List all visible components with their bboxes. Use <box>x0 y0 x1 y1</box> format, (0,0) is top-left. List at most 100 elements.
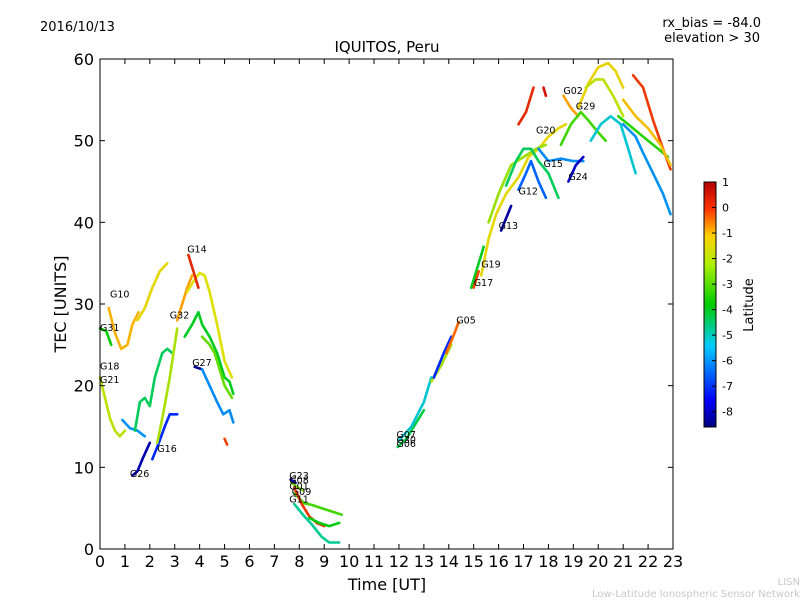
x-tick-label: 7 <box>269 552 279 571</box>
satellite-label-g06: G06 <box>397 439 416 450</box>
tec-trace-9 <box>175 274 194 322</box>
colorbar-tick-label: 1 <box>722 176 729 189</box>
y-tick-label: 60 <box>74 50 94 69</box>
satellite-label-g15: G15 <box>544 159 563 170</box>
colorbar-ticks: 1 0 -1 -2 -3 -4 -5 -6 -7 -8 <box>712 176 733 419</box>
tec-trace-5 <box>131 441 152 477</box>
tec-trace-16 <box>223 437 229 446</box>
x-tick-label: 21 <box>613 552 633 571</box>
tec-trace-29 <box>472 270 480 289</box>
satellite-label-g18: G18 <box>100 361 119 372</box>
colorbar <box>703 181 717 428</box>
x-tick-label: 15 <box>464 552 484 571</box>
tec-trace-30 <box>479 123 568 277</box>
tec-trace-28 <box>469 245 485 289</box>
data-marks <box>98 61 672 544</box>
y-axis-ticks: 0 10 20 30 40 50 60 <box>74 50 673 559</box>
plot-frame <box>99 58 674 550</box>
x-tick-label: 9 <box>319 552 329 571</box>
x-axis-ticks: 0 1 2 3 4 5 6 7 8 9 10 11 12 13 14 15 16 17 18 19 20 21 22 23 <box>95 59 683 571</box>
tec-trace-37 <box>517 86 535 126</box>
y-tick-label: 50 <box>74 132 94 151</box>
tec-trace-13 <box>200 335 234 400</box>
tec-trace-6 <box>151 413 179 461</box>
tec-trace-2 <box>98 327 113 347</box>
tec-trace-18 <box>293 492 343 516</box>
x-tick-label: 1 <box>120 552 130 571</box>
y-tick-label: 0 <box>84 540 94 559</box>
tec-trace-1 <box>136 261 169 322</box>
x-tick-label: 17 <box>513 552 533 571</box>
x-axis-label: Time [UT] <box>347 575 426 594</box>
x-tick-label: 14 <box>439 552 459 571</box>
x-tick-label: 8 <box>294 552 304 571</box>
rx-bias-label: rx_bias = -84.0 <box>662 16 761 31</box>
x-tick-label: 16 <box>488 552 508 571</box>
x-tick-label: 4 <box>195 552 205 571</box>
x-tick-label: 5 <box>219 552 229 571</box>
x-tick-label: 12 <box>389 552 409 571</box>
tec-trace-32 <box>499 204 513 232</box>
tec-trace-43 <box>589 114 637 175</box>
tec-trace-35 <box>537 147 585 163</box>
tec-trace-45 <box>621 123 672 216</box>
x-tick-label: 22 <box>638 552 658 571</box>
x-tick-label: 11 <box>364 552 384 571</box>
tec-trace-0 <box>107 306 140 351</box>
colorbar-tick-label: -6 <box>722 355 733 368</box>
satellite-label-g11: G11 <box>289 494 308 505</box>
satellite-label-g19: G19 <box>481 259 500 270</box>
tec-trace-34 <box>504 147 560 200</box>
footer-lisn: LISN <box>778 577 800 588</box>
x-tick-label: 0 <box>95 552 105 571</box>
colorbar-tick-label: 0 <box>722 202 729 215</box>
satellite-labels: G10G31G18G21G26G16G32G14G27G23G08G01G09G… <box>100 86 595 505</box>
satellite-label-g30: G30 <box>397 435 416 446</box>
tec-trace-33 <box>517 159 548 200</box>
satellite-label-g21: G21 <box>100 375 119 386</box>
y-tick-label: 20 <box>74 377 94 396</box>
satellite-label-g16: G16 <box>157 444 176 455</box>
satellite-label-g32: G32 <box>170 311 189 322</box>
x-tick-label: 2 <box>145 552 155 571</box>
x-tick-label: 6 <box>244 552 254 571</box>
satellite-label-g02: G02 <box>563 86 582 97</box>
tec-trace-44 <box>616 114 670 159</box>
satellite-label-g31: G31 <box>100 323 119 334</box>
satellite-label-g07: G07 <box>397 430 416 441</box>
colorbar-tick-label: -4 <box>722 304 733 317</box>
x-tick-label: 18 <box>538 552 558 571</box>
colorbar-tick-label: -5 <box>722 329 733 342</box>
satellite-label-g08: G08 <box>289 476 308 487</box>
chart-title: IQUITOS, Peru <box>334 38 439 56</box>
tec-trace-23 <box>396 408 426 449</box>
tec-trace-8 <box>156 327 179 445</box>
tec-trace-36 <box>567 155 585 183</box>
elevation-label: elevation > 30 <box>664 31 760 46</box>
satellite-label-g14: G14 <box>187 245 206 256</box>
satellite-label-g24: G24 <box>568 172 587 183</box>
colorbar-tick-label: -3 <box>722 278 733 291</box>
tec-trace-26 <box>432 335 453 379</box>
tec-trace-47 <box>621 98 672 167</box>
colorbar-label: Latitude <box>742 278 757 332</box>
colorbar-tick-label: -2 <box>722 253 733 266</box>
tec-trace-11 <box>183 310 235 396</box>
y-tick-label: 30 <box>74 295 94 314</box>
tec-trace-17 <box>293 502 341 544</box>
y-tick-label: 10 <box>74 458 94 477</box>
tec-trace-3 <box>98 376 127 438</box>
satellite-label-g26: G26 <box>130 469 149 480</box>
tec-trace-41 <box>584 78 625 118</box>
y-tick-label: 40 <box>74 213 94 232</box>
satellite-label-g10: G10 <box>110 290 129 301</box>
satellite-label-g09: G09 <box>292 487 311 498</box>
x-tick-label: 10 <box>339 552 359 571</box>
x-tick-label: 19 <box>563 552 583 571</box>
tec-trace-20 <box>308 516 341 528</box>
satellite-label-g05: G05 <box>456 316 475 327</box>
x-tick-label: 23 <box>663 552 683 571</box>
tec-trace-22 <box>289 478 297 485</box>
colorbar-tick-label: -1 <box>722 227 733 240</box>
